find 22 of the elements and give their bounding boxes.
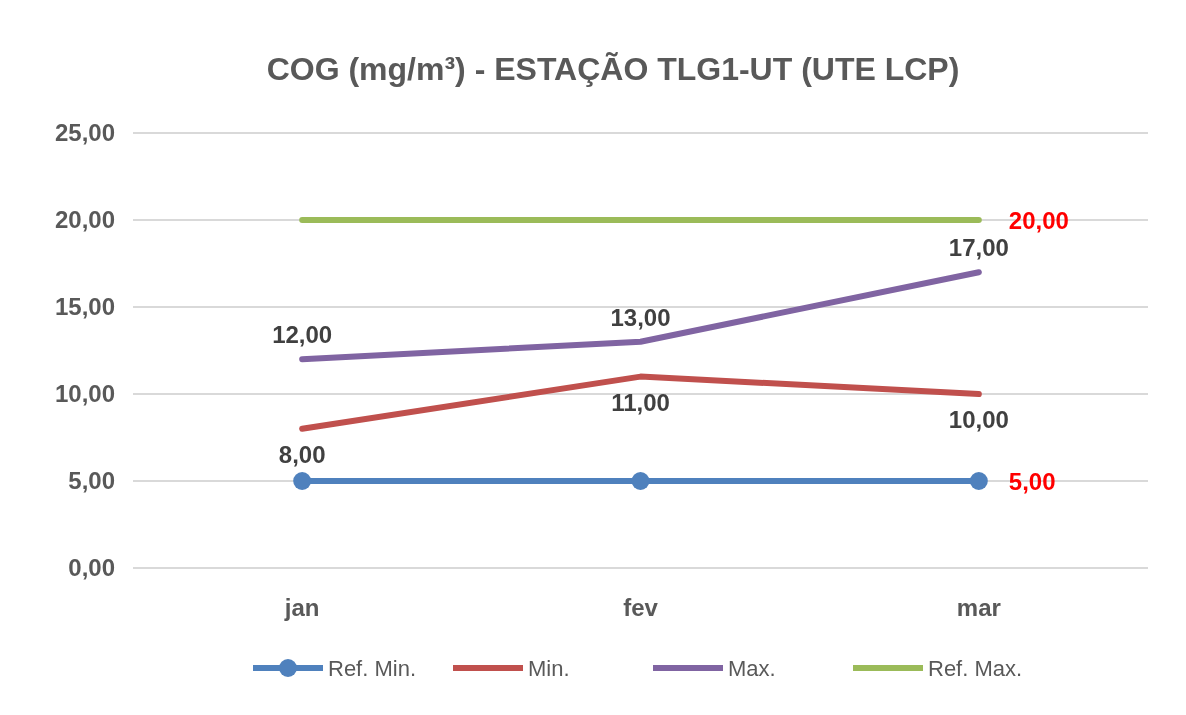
y-tick-label: 10,00 xyxy=(54,380,115,407)
data-label: 17,00 xyxy=(948,234,1009,262)
chart-title: COG (mg/m³) - ESTAÇÃO TLG1-UT (UTE LCP) xyxy=(266,51,960,87)
legend-label: Min. xyxy=(528,656,570,681)
data-label: 12,00 xyxy=(272,321,333,349)
y-tick-label: 25,00 xyxy=(54,119,115,146)
data-label: 11,00 xyxy=(611,388,670,416)
x-tick-label: mar xyxy=(956,594,1001,621)
x-tick-label: jan xyxy=(283,594,320,621)
data-label: 5,00 xyxy=(1008,468,1056,495)
y-tick-label: 20,00 xyxy=(54,206,115,233)
data-label: 20,00 xyxy=(1008,207,1069,234)
data-label: 13,00 xyxy=(610,303,671,331)
data-label: 10,00 xyxy=(948,406,1009,433)
y-tick-label: 5,00 xyxy=(68,467,115,494)
y-tick-label: 0,00 xyxy=(68,554,115,581)
legend-label: Ref. Max. xyxy=(928,656,1023,681)
legend-label: Max. xyxy=(728,656,776,681)
y-tick-label: 15,00 xyxy=(54,293,115,320)
x-tick-label: fev xyxy=(623,594,659,621)
data-label: 8,00 xyxy=(278,440,326,468)
legend-label: Ref. Min. xyxy=(328,656,417,681)
